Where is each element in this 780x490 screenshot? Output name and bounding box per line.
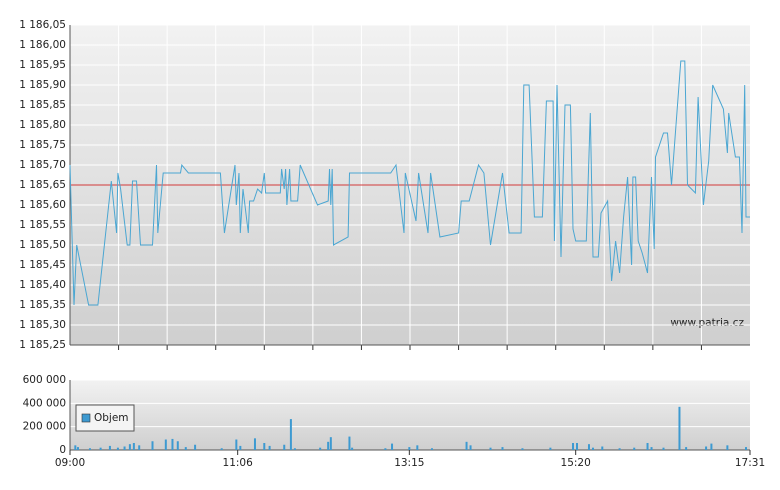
volume-bar <box>268 445 271 450</box>
volume-bar <box>76 447 79 450</box>
volume-bar <box>587 444 590 450</box>
volume-bar <box>646 443 649 450</box>
volume-bar <box>88 448 91 450</box>
y-tick-label: 1 185,85 <box>19 99 66 111</box>
y-tick-label: 1 185,70 <box>19 159 66 171</box>
y-tick-label: 1 185,45 <box>19 259 66 271</box>
volume-bar <box>293 448 296 450</box>
volume-bar <box>351 447 354 450</box>
y-tick-label: 1 186,05 <box>19 19 66 31</box>
y-tick-label: 1 185,55 <box>19 219 66 231</box>
volume-bar <box>329 437 332 450</box>
volume-bar <box>108 445 111 450</box>
volume-bar <box>465 441 468 450</box>
volume-bar <box>74 445 77 450</box>
volume-bar <box>391 443 394 450</box>
volume-bar <box>416 445 419 450</box>
y-tick-label: 1 185,90 <box>19 79 66 91</box>
volume-bar <box>678 406 681 450</box>
volume-bar <box>705 446 708 450</box>
y-tick-label: 1 185,40 <box>19 279 66 291</box>
volume-plot-area <box>70 380 750 450</box>
y-tick-label: 1 185,75 <box>19 139 66 151</box>
volume-bar <box>176 441 179 450</box>
volume-bar <box>99 447 102 450</box>
watermark: www.patria.cz <box>670 317 744 329</box>
volume-bar <box>521 448 524 450</box>
volume-bar <box>489 447 492 450</box>
volume-bar <box>220 448 223 450</box>
y-tick-label: 200 000 <box>23 421 66 433</box>
y-tick-label: 1 185,60 <box>19 199 66 211</box>
y-tick-label: 0 <box>59 444 66 456</box>
y-tick-label: 600 000 <box>23 374 66 386</box>
volume-bar <box>319 447 322 450</box>
volume-bar <box>123 446 126 450</box>
volume-bar <box>132 443 135 450</box>
legend-label: Objem <box>94 412 129 424</box>
price-line <box>69 60 750 306</box>
volume-bar <box>618 448 621 450</box>
x-tick-label: 11:06 <box>223 457 254 469</box>
volume-bar <box>572 443 575 450</box>
volume-bar <box>239 445 242 450</box>
volume-bar <box>151 441 154 450</box>
volume-bar <box>348 436 351 450</box>
volume-bar <box>430 448 433 450</box>
x-tick-label: 09:00 <box>55 457 85 469</box>
x-tick-label: 15:20 <box>561 457 591 469</box>
volume-bar <box>164 439 167 450</box>
y-tick-label: 1 186,00 <box>19 39 66 51</box>
volume-bar <box>726 445 729 450</box>
volume-bar <box>384 448 387 450</box>
volume-bar <box>116 447 119 450</box>
volume-bar <box>194 444 197 450</box>
volume-bar <box>235 439 238 450</box>
volume-bar <box>408 447 411 450</box>
volume-bar <box>501 447 504 450</box>
volume-bar <box>650 447 653 450</box>
y-tick-label: 1 185,95 <box>19 59 66 71</box>
volume-bar <box>633 447 636 450</box>
volume-bar <box>138 445 141 450</box>
y-tick-label: 1 185,35 <box>19 299 66 311</box>
volume-bar <box>576 443 579 450</box>
volume-bar <box>171 438 174 450</box>
y-tick-label: 1 185,65 <box>19 179 66 191</box>
volume-bar <box>184 447 187 450</box>
volume-bar <box>327 441 330 450</box>
y-tick-label: 1 185,25 <box>19 339 66 351</box>
volume-bar <box>469 445 472 450</box>
volume-bar <box>591 447 594 450</box>
volume-bar <box>710 443 713 450</box>
volume-bar <box>601 446 604 450</box>
volume-bar <box>263 443 266 450</box>
x-tick-label: 17:31 <box>735 457 765 469</box>
volume-bar <box>283 444 286 450</box>
volume-bar <box>549 447 552 450</box>
legend-swatch <box>81 413 91 423</box>
y-tick-label: 1 185,30 <box>19 319 66 331</box>
x-tick-label: 13:15 <box>394 457 424 469</box>
y-tick-label: 400 000 <box>23 397 66 409</box>
volume-bar <box>745 447 748 450</box>
volume-bar <box>662 447 665 450</box>
volume-bar <box>253 438 256 450</box>
volume-bar <box>685 447 688 450</box>
y-tick-label: 1 185,80 <box>19 119 66 131</box>
y-tick-label: 1 185,50 <box>19 239 66 251</box>
volume-bar <box>289 419 292 450</box>
volume-bar <box>128 444 131 450</box>
